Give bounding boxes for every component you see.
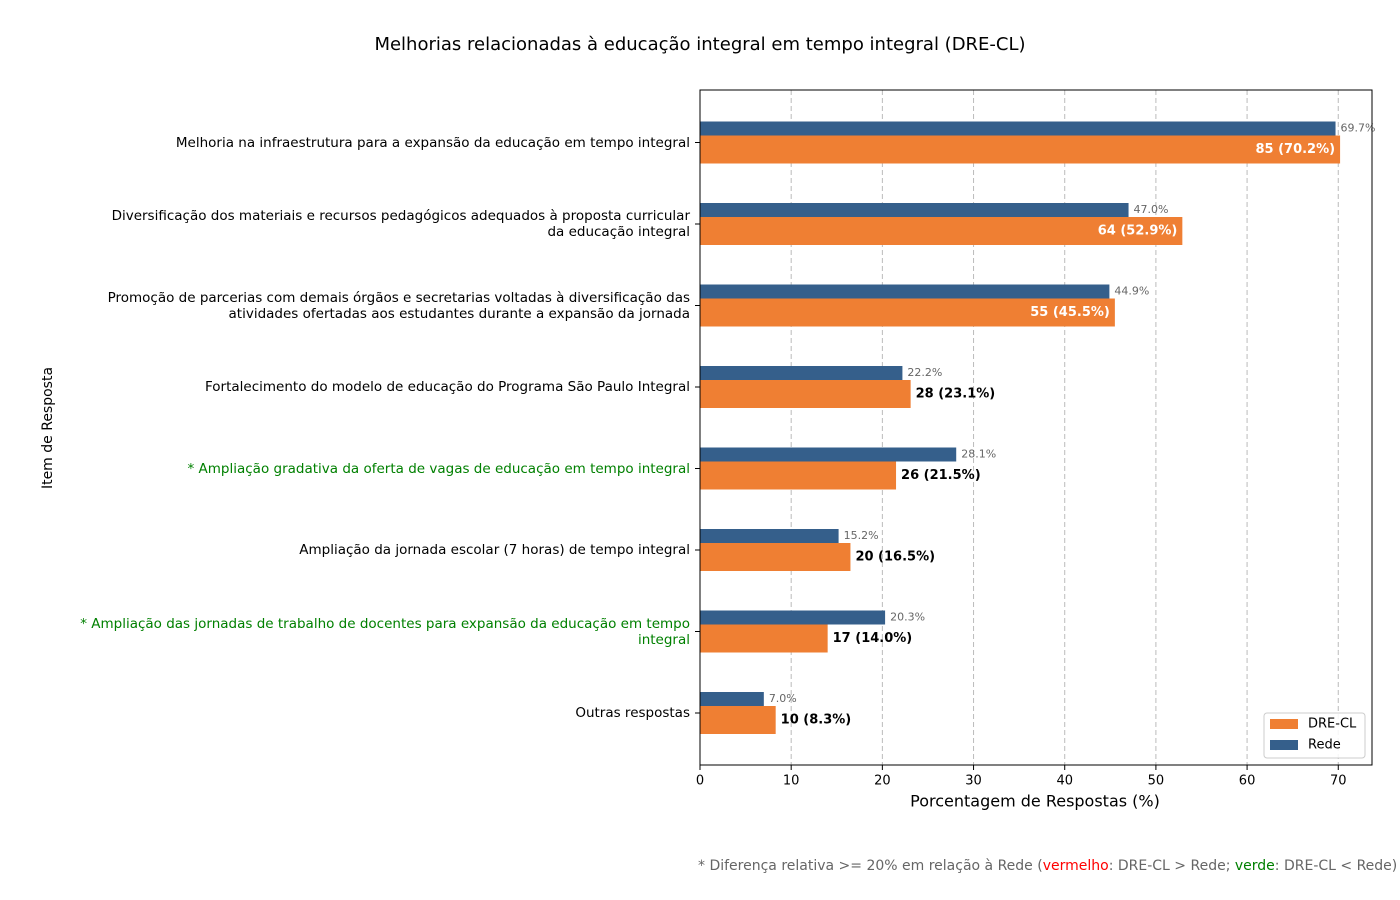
value-label: 44.9% <box>1114 285 1149 298</box>
bar <box>700 692 764 706</box>
bar <box>700 217 1183 245</box>
y-tick-label: Melhoria na infraestrutura para a expans… <box>175 134 690 151</box>
footnote-part: * Diferença relativa >= 20% em relação à… <box>698 858 1043 874</box>
x-tick-label: 10 <box>783 774 800 789</box>
y-tick-label: * Ampliação das jornadas de trabalho de … <box>80 615 690 648</box>
bar <box>700 543 851 571</box>
value-label: 26 (21.5%) <box>901 468 981 483</box>
x-tick-label: 50 <box>1148 774 1165 789</box>
x-tick-label: 0 <box>696 774 704 789</box>
x-tick-label: 20 <box>874 774 891 789</box>
y-tick-label: Diversificação dos materiais e recursos … <box>111 208 690 240</box>
footnote-part: : DRE-CL > Rede; <box>1109 858 1235 874</box>
footnote-part: : DRE-CL < Rede) <box>1275 858 1397 874</box>
bar <box>700 380 911 408</box>
bar <box>700 461 897 490</box>
value-label: 28.1% <box>961 448 996 461</box>
bar <box>700 298 1115 327</box>
value-label: 28 (23.1%) <box>916 387 996 402</box>
bar <box>700 610 886 625</box>
y-tick-label: Outras respostas <box>575 705 690 721</box>
chart-title: Melhorias relacionadas à educação integr… <box>374 34 1025 55</box>
y-tick-label: Promoção de parcerias com demais órgãos … <box>107 289 690 322</box>
value-label: 47.0% <box>1134 203 1169 216</box>
legend-label: DRE-CL <box>1308 717 1357 732</box>
legend-label: Rede <box>1308 738 1341 753</box>
x-tick-label: 60 <box>1239 774 1256 789</box>
value-label: 10 (8.3%) <box>781 713 852 728</box>
value-label: 17 (14.0%) <box>833 631 913 646</box>
value-label: 69.7% <box>1341 122 1376 135</box>
bar <box>700 366 903 380</box>
x-axis-title: Porcentagem de Respostas (%) <box>910 792 1160 811</box>
bar <box>700 203 1129 217</box>
footnote: * Diferença relativa >= 20% em relação à… <box>698 858 1397 874</box>
value-label: 22.2% <box>907 366 942 379</box>
y-tick-label: Fortalecimento do modelo de educação do … <box>205 379 690 395</box>
bar <box>700 624 828 653</box>
bar <box>700 121 1336 136</box>
x-tick-label: 30 <box>965 774 982 789</box>
y-tick-label: * Ampliação gradativa da oferta de vagas… <box>187 460 690 477</box>
footnote-part: verde <box>1235 858 1275 874</box>
value-label: 15.2% <box>844 529 879 542</box>
bar <box>700 706 776 734</box>
legend-swatch <box>1270 740 1298 750</box>
x-tick-label: 40 <box>1056 774 1073 789</box>
value-label: 85 (70.2%) <box>1255 142 1335 157</box>
bar <box>700 135 1341 164</box>
x-tick-label: 70 <box>1330 774 1347 789</box>
legend-swatch <box>1270 719 1298 729</box>
y-tick-label: Ampliação da jornada escolar (7 horas) d… <box>299 542 690 558</box>
value-label: 7.0% <box>769 692 797 705</box>
bar <box>700 529 839 543</box>
value-label: 64 (52.9%) <box>1098 224 1178 239</box>
bar <box>700 284 1110 299</box>
value-label: 20 (16.5%) <box>855 550 935 565</box>
value-label: 20.3% <box>890 611 925 624</box>
bar <box>700 447 957 462</box>
footnote-part: vermelho <box>1043 858 1109 874</box>
y-axis-title: Item de Resposta <box>40 367 56 489</box>
plot-frame <box>699 89 1373 766</box>
value-label: 55 (45.5%) <box>1030 305 1110 320</box>
